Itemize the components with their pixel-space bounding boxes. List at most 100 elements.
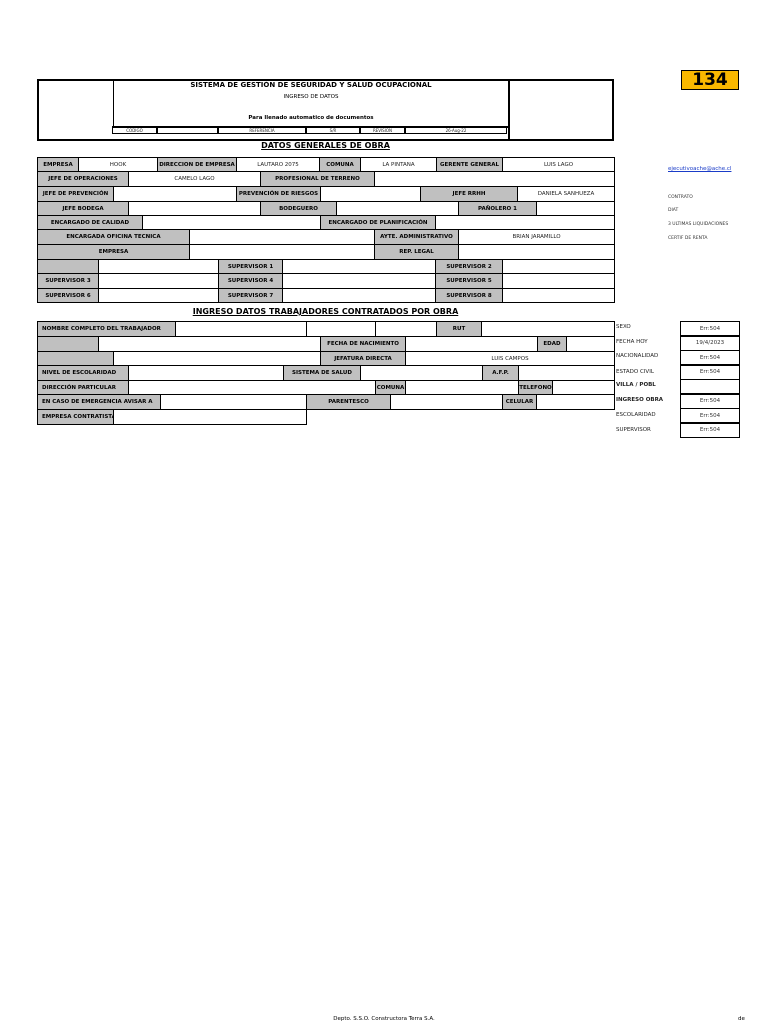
side-field-label: NACIONALIDAD	[616, 353, 659, 359]
side-field-value[interactable]: Err:504	[680, 422, 740, 438]
field-value[interactable]	[405, 380, 519, 395]
field-label: SUPERVISOR 2	[435, 259, 503, 274]
field-value[interactable]	[282, 288, 436, 303]
field-value[interactable]: HOOK	[78, 157, 158, 172]
field-label: JEFE RRHH	[420, 186, 518, 202]
header-meta-cell	[157, 126, 218, 134]
field-value[interactable]	[390, 394, 503, 410]
field-label: EMPRESA	[37, 157, 79, 172]
side-field-label: SUPERVISOR	[616, 426, 651, 433]
side-field-value[interactable]: 19/4/2023	[680, 335, 740, 351]
field-value[interactable]: CAMELO LAGO	[128, 171, 261, 187]
field-value[interactable]	[458, 244, 615, 260]
email-link[interactable]: ejecutivoache@ache.cl	[668, 166, 732, 172]
field-value[interactable]	[502, 259, 615, 274]
field-value[interactable]	[566, 336, 615, 352]
field-label: NIVEL DE ESCOLARIDAD	[37, 365, 129, 381]
general-section-title: DATOS GENERALES DE OBRA	[261, 141, 390, 150]
field-label: EMPRESA CONTRATISTA	[37, 409, 114, 425]
field-label: PAÑOLERO 1	[458, 201, 537, 216]
side-field-value[interactable]: Err:504	[680, 364, 740, 380]
field-label: A.F.P.	[482, 365, 519, 381]
field-value[interactable]	[306, 321, 376, 337]
side-field-value[interactable]: Err:504	[680, 350, 740, 365]
field-label: NOMBRE COMPLETO DEL TRABAJADOR	[37, 321, 176, 337]
field-value[interactable]: LUIS LAGO	[502, 157, 615, 172]
side-field-label: ESCOLARIDAD	[616, 412, 656, 418]
field-value[interactable]	[128, 380, 376, 395]
field-value[interactable]	[128, 365, 284, 381]
field-label: JEFE BODEGA	[37, 201, 129, 216]
field-value[interactable]	[502, 288, 615, 303]
field-value[interactable]	[375, 321, 437, 337]
field-value[interactable]	[175, 321, 307, 337]
field-value[interactable]	[189, 244, 375, 260]
field-value[interactable]	[374, 171, 615, 187]
document-checklist-item: CERTIF DE RENTA	[668, 236, 708, 241]
field-value[interactable]	[336, 201, 459, 216]
field-value[interactable]: LAUTARO 2075	[236, 157, 320, 172]
field-label: JEFATURA DIRECTA	[320, 351, 406, 366]
field-value[interactable]	[128, 201, 261, 216]
field-label: GERENTE GENERAL	[436, 157, 503, 172]
header-meta-cell: REFERENCIA	[218, 126, 306, 134]
field-value[interactable]	[98, 288, 219, 303]
field-value[interactable]	[98, 259, 219, 274]
side-field-value[interactable]: Err:504	[680, 321, 740, 336]
field-value[interactable]: DANIELA SANHUEZA	[517, 186, 615, 202]
field-value[interactable]	[405, 336, 538, 352]
document-checklist-item: 3 ULTIMAS LIQUIDACIONES	[668, 222, 729, 227]
field-value[interactable]	[189, 229, 375, 245]
document-checklist-item: DIAT	[668, 208, 679, 213]
side-field-value[interactable]: Err:504	[680, 408, 740, 423]
field-label: COMUNA	[375, 380, 406, 395]
side-field-value[interactable]	[680, 379, 740, 394]
side-field-label: SEXO	[616, 324, 631, 330]
field-label: DIRECCIÓN PARTICULAR	[37, 380, 129, 395]
field-value[interactable]	[360, 365, 483, 381]
field-label: SUPERVISOR 1	[218, 259, 283, 274]
field-label: RUT	[436, 321, 482, 337]
field-value[interactable]	[113, 409, 307, 425]
field-value[interactable]	[282, 273, 436, 289]
field-label: PREVENCIÓN DE RIESGOS	[236, 186, 321, 202]
field-value[interactable]	[282, 259, 436, 274]
header-note: Para llenado automatico de documentos	[248, 115, 374, 121]
page-number-badge: 134	[681, 70, 739, 90]
field-label: BODEGUERO	[260, 201, 337, 216]
field-label: PARENTESCO	[306, 394, 391, 410]
field-label: SUPERVISOR 5	[435, 273, 503, 289]
field-value[interactable]	[113, 186, 237, 202]
field-value[interactable]	[98, 336, 321, 352]
field-value[interactable]	[435, 215, 615, 230]
field-value[interactable]: LUIS CAMPOS	[405, 351, 615, 366]
field-value[interactable]	[320, 186, 421, 202]
footer-page: de	[738, 1016, 745, 1022]
field-value[interactable]: LA PINTANA	[360, 157, 437, 172]
field-value[interactable]	[142, 215, 321, 230]
header-meta-cell: S/R	[306, 126, 360, 134]
header-meta-cell: REVISION	[360, 126, 405, 134]
side-field-value[interactable]: Err:504	[680, 393, 740, 409]
field-label: ENCARGADA OFICINA TECNICA	[37, 229, 190, 245]
field-value[interactable]: BRIAN JARAMILLO	[458, 229, 615, 245]
field-label: DIRECCION DE EMPRESA	[157, 157, 237, 172]
field-value[interactable]	[552, 380, 615, 395]
header-title: SISTEMA DE GESTIÓN DE SEGURIDAD Y SALUD …	[190, 81, 432, 89]
field-label: SUPERVISOR 8	[435, 288, 503, 303]
field-label: JEFE DE OPERACIONES	[37, 171, 129, 187]
field-label: SISTEMA DE SALUD	[283, 365, 361, 381]
field-label: SUPERVISOR 6	[37, 288, 99, 303]
field-value[interactable]	[536, 394, 615, 410]
field-value[interactable]	[518, 365, 615, 381]
field-value[interactable]	[98, 273, 219, 289]
field-label: TELEFONO	[518, 380, 553, 395]
field-value[interactable]	[481, 321, 615, 337]
field-value[interactable]	[113, 351, 321, 366]
field-value[interactable]	[160, 394, 307, 410]
field-label	[37, 336, 99, 352]
field-value[interactable]	[536, 201, 615, 216]
header-meta-cell: CODIGO	[112, 126, 157, 134]
side-field-label: FECHA HOY	[616, 338, 648, 345]
field-value[interactable]	[502, 273, 615, 289]
